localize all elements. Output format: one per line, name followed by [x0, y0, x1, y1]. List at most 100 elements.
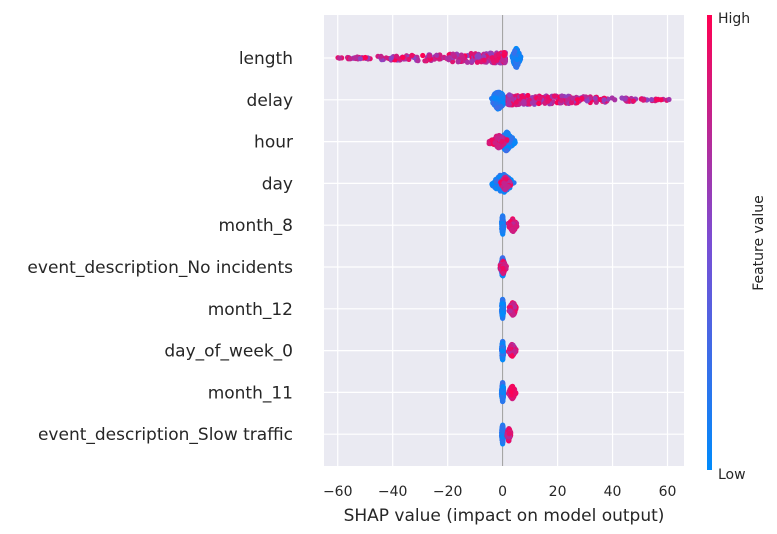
high-value-point: [506, 346, 513, 352]
high-value-point: [537, 95, 543, 101]
colorbar-high-label: High: [718, 11, 750, 27]
high-value-point: [495, 144, 501, 150]
high-value-point: [551, 93, 558, 99]
feature-label: event_description_Slow traffic: [38, 425, 293, 445]
x-tick-label: 20: [549, 484, 567, 500]
low-value-point: [512, 48, 518, 54]
high-value-point: [455, 59, 461, 65]
low-value-point: [499, 427, 505, 434]
high-value-point: [362, 54, 368, 61]
high-value-point: [468, 50, 474, 57]
colorbar-title: Feature value: [751, 195, 767, 291]
high-value-point: [579, 95, 585, 101]
low-value-point: [499, 434, 506, 440]
high-value-point: [593, 99, 599, 105]
feature-label: day_of_week_0: [164, 342, 293, 362]
high-value-point: [433, 52, 440, 58]
high-value-point: [507, 308, 513, 314]
high-value-point: [426, 53, 433, 59]
high-value-point: [622, 96, 628, 102]
high-value-point: [446, 57, 452, 63]
high-value-point: [357, 56, 363, 62]
x-tick-label: −20: [433, 484, 463, 500]
x-tick-label: 40: [604, 484, 622, 500]
colorbar-low-label: Low: [718, 467, 746, 483]
high-value-point: [536, 100, 542, 107]
high-value-point: [347, 56, 353, 62]
high-value-point: [612, 97, 618, 103]
high-value-point: [506, 431, 512, 437]
high-value-point: [545, 94, 551, 100]
low-value-point: [500, 305, 506, 311]
low-value-point: [499, 311, 506, 317]
high-value-point: [559, 93, 565, 99]
high-value-point: [495, 51, 501, 57]
feature-label: event_description_No incidents: [27, 258, 293, 278]
high-value-point: [500, 57, 506, 63]
high-value-point: [336, 55, 343, 61]
high-value-point: [570, 95, 576, 101]
high-value-point: [640, 97, 646, 103]
low-value-point: [514, 57, 520, 63]
high-value-point: [388, 55, 394, 61]
high-value-point: [521, 98, 527, 105]
low-value-point: [499, 301, 506, 307]
high-value-point: [492, 140, 498, 146]
high-value-point: [501, 49, 507, 56]
high-value-point: [511, 348, 518, 354]
low-value-point: [513, 64, 519, 70]
low-value-point: [500, 95, 506, 102]
low-value-point: [489, 181, 495, 187]
x-tick-label: 60: [659, 484, 677, 500]
low-value-point: [499, 215, 505, 221]
low-value-point: [500, 225, 506, 231]
high-value-point: [507, 222, 513, 228]
feature-label: length: [239, 49, 293, 69]
high-value-point: [601, 97, 607, 103]
high-value-point: [494, 135, 500, 141]
low-value-point: [504, 147, 510, 154]
high-value-point: [393, 53, 400, 59]
feature-label: day: [262, 174, 293, 194]
feature-label: hour: [254, 133, 293, 153]
high-value-point: [489, 55, 495, 61]
high-value-point: [378, 53, 384, 59]
low-value-point: [491, 95, 497, 101]
low-value-point: [500, 383, 506, 390]
low-value-point: [500, 340, 506, 346]
high-value-point: [658, 97, 664, 103]
high-value-point: [352, 55, 358, 61]
high-value-point: [574, 97, 581, 103]
low-value-point: [499, 398, 506, 404]
high-value-point: [420, 52, 426, 59]
high-value-point: [436, 56, 442, 62]
high-value-point: [648, 96, 655, 103]
feature-label: delay: [247, 91, 293, 111]
high-value-point: [558, 97, 564, 104]
high-value-point: [513, 99, 519, 105]
feature-labels: length delay hour day month_8 event_descripti…: [27, 49, 293, 445]
high-value-point: [506, 100, 512, 107]
high-value-point: [508, 352, 515, 358]
high-value-point: [415, 58, 421, 64]
low-value-point: [512, 139, 518, 146]
high-value-point: [502, 182, 508, 188]
low-value-point: [503, 130, 510, 137]
high-value-point: [406, 56, 412, 63]
x-tick-label: −60: [323, 484, 353, 500]
high-value-point: [449, 59, 456, 65]
low-value-point: [499, 348, 506, 354]
high-value-point: [422, 58, 428, 64]
high-value-point: [630, 98, 637, 104]
x-axis-title: SHAP value (impact on model output): [344, 506, 665, 526]
high-value-point: [409, 52, 415, 58]
high-value-point: [499, 135, 505, 141]
high-value-point: [500, 270, 506, 276]
high-value-point: [476, 54, 482, 60]
high-value-point: [525, 92, 531, 99]
high-value-point: [481, 57, 487, 63]
high-value-point: [500, 265, 506, 271]
low-value-point: [494, 104, 500, 111]
high-value-point: [504, 137, 510, 143]
